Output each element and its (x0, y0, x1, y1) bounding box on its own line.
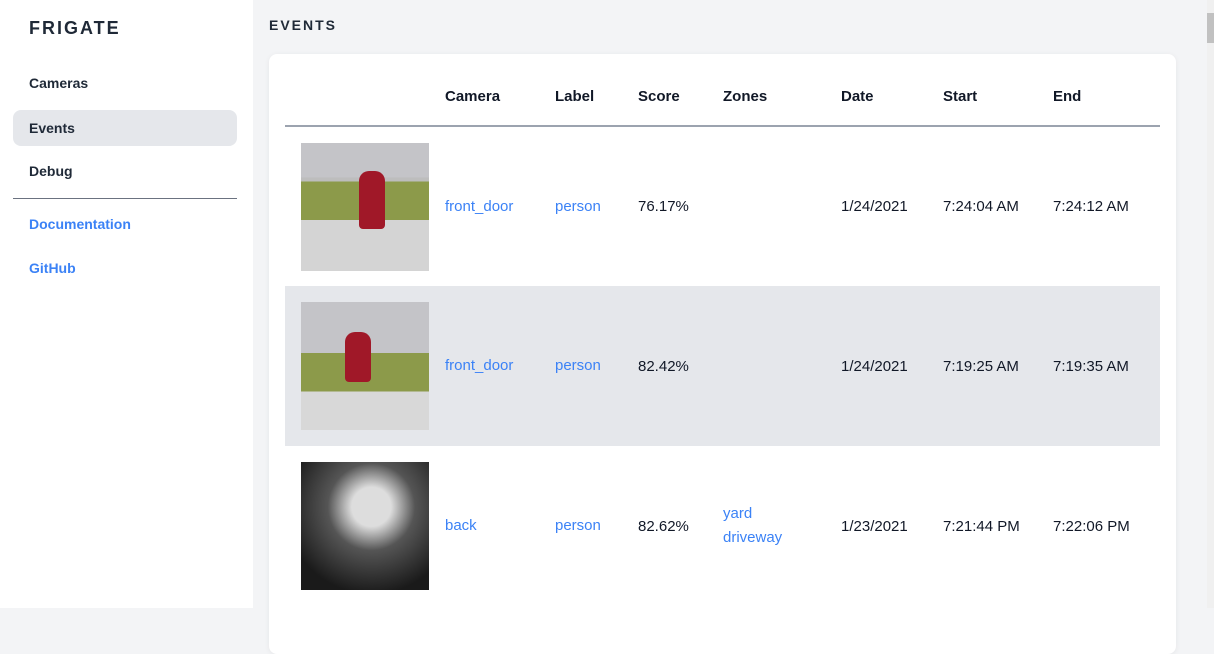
date: 1/24/2021 (841, 286, 943, 446)
zones: yard driveway (723, 446, 841, 606)
header-start: Start (943, 54, 1053, 127)
header-label: Label (555, 54, 638, 127)
score: 76.17% (638, 198, 689, 215)
camera-link[interactable]: front_door (445, 286, 555, 446)
event-thumbnail[interactable] (301, 462, 429, 590)
github-link[interactable]: GitHub (29, 260, 76, 276)
table-row[interactable]: back person 82.62% yard driveway 1/23/20… (285, 446, 1160, 606)
header-end: End (1053, 54, 1160, 127)
sidebar-item-debug[interactable]: Debug (29, 163, 73, 179)
camera-link[interactable]: back (445, 517, 477, 534)
event-thumbnail[interactable] (301, 302, 429, 430)
table-row[interactable]: front_door person 82.42% 1/24/2021 7:19:… (285, 286, 1160, 446)
start-time: 7:19:25 AM (943, 286, 1053, 446)
page-title: EVENTS (269, 17, 338, 33)
score: 82.42% (638, 286, 723, 446)
zone-link[interactable]: yard (723, 505, 753, 522)
score: 82.62% (638, 517, 689, 535)
header-score: Score (638, 54, 723, 127)
start-time: 7:24:04 AM (943, 198, 1019, 215)
zone-link[interactable]: driveway (723, 529, 783, 546)
sidebar: FRIGATE Cameras Events Debug Documentati… (0, 0, 253, 608)
camera-link[interactable]: front_door (445, 197, 514, 215)
sidebar-item-cameras[interactable]: Cameras (29, 75, 89, 91)
zones (723, 286, 841, 446)
documentation-link[interactable]: Documentation (29, 216, 131, 232)
scrollbar[interactable] (1207, 0, 1214, 608)
label-link[interactable]: person (555, 197, 601, 215)
end-time: 7:24:12 AM (1053, 198, 1129, 215)
label-link[interactable]: person (555, 286, 638, 446)
sidebar-item-events[interactable]: Events (13, 110, 237, 146)
events-table: Camera Label Score Zones Date Start End … (285, 54, 1160, 606)
header-thumbnail (285, 54, 445, 127)
date: 1/24/2021 (841, 198, 908, 215)
zones (723, 126, 841, 286)
end-time: 7:22:06 PM (1053, 517, 1130, 535)
start-time: 7:21:44 PM (943, 517, 1020, 535)
header-date: Date (841, 54, 943, 127)
header-zones: Zones (723, 54, 841, 127)
label-link[interactable]: person (555, 517, 601, 534)
date: 1/23/2021 (841, 517, 908, 535)
event-thumbnail[interactable] (301, 142, 429, 271)
table-row[interactable]: front_door person 76.17% 1/24/2021 7:24:… (285, 126, 1160, 286)
brand-logo[interactable]: FRIGATE (29, 18, 121, 38)
scrollbar-thumb[interactable] (1207, 13, 1214, 43)
sidebar-divider (13, 198, 237, 199)
events-card: Camera Label Score Zones Date Start End … (269, 54, 1176, 654)
header-camera: Camera (445, 54, 555, 127)
end-time: 7:19:35 AM (1053, 286, 1160, 446)
